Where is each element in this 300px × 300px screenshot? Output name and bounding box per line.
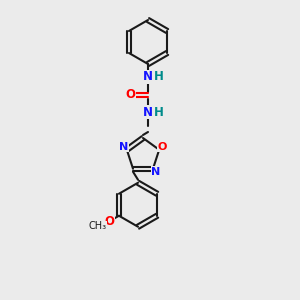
Text: CH₃: CH₃ bbox=[88, 221, 106, 231]
Text: N: N bbox=[143, 70, 153, 83]
Text: H: H bbox=[154, 106, 164, 118]
Text: N: N bbox=[119, 142, 128, 152]
Text: H: H bbox=[154, 70, 164, 83]
Text: O: O bbox=[158, 142, 167, 152]
Text: N: N bbox=[152, 167, 160, 177]
Text: N: N bbox=[143, 106, 153, 118]
Text: O: O bbox=[104, 215, 114, 228]
Text: O: O bbox=[125, 88, 135, 101]
